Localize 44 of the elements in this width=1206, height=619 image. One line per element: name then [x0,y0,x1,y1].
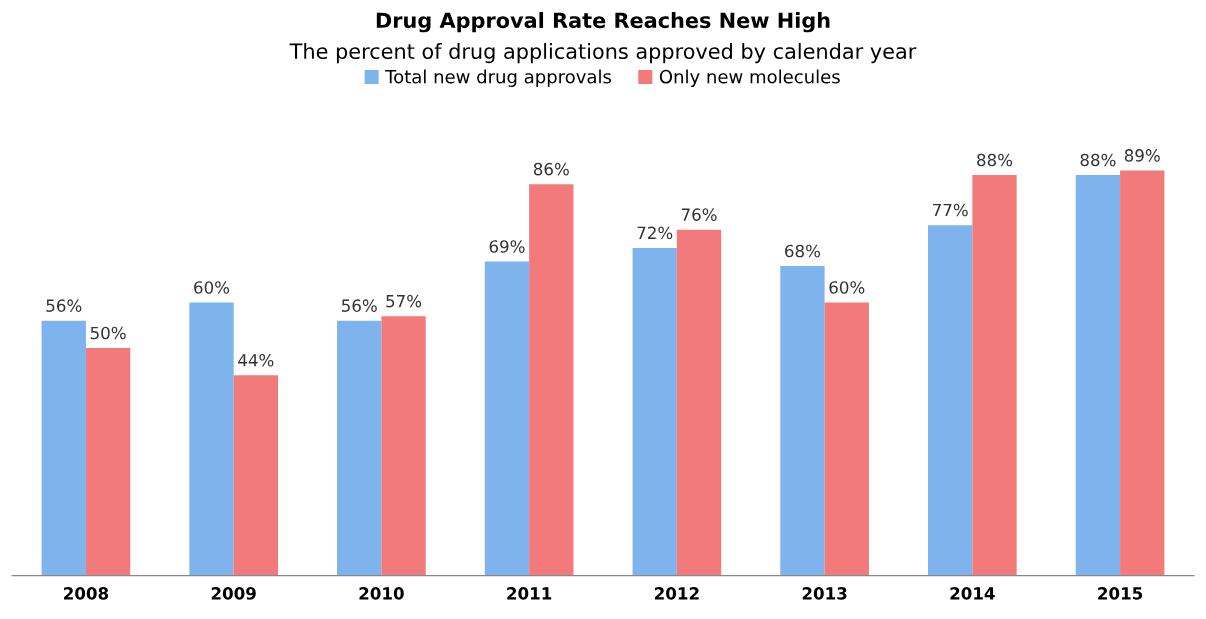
data-label: 60% [194,281,230,294]
x-tick-label: 2011 [507,587,552,600]
data-label: 76% [681,208,717,221]
x-tick-label: 2015 [1098,587,1143,600]
bar [381,316,426,576]
data-label: 88% [1080,153,1116,167]
bar [1075,175,1121,576]
bar [972,175,1017,576]
x-tick-label: 2014 [950,587,995,600]
chart-title: Drug Approval Rate Reaches New High [376,12,830,33]
data-label: 89% [1124,149,1160,162]
data-label: 57% [386,294,422,308]
bar [484,261,530,576]
data-label: 69% [489,240,525,253]
legend-label: Only new molecules [659,69,840,87]
data-label: 86% [533,162,569,176]
data-label: 77% [933,203,968,217]
bar [529,184,574,576]
data-label: 60% [829,281,865,294]
x-tick-label: 2010 [359,587,404,600]
bar [85,348,131,576]
x-tick-label: 2013 [802,587,847,600]
data-label: 50% [90,326,126,340]
bar [337,320,382,576]
bar [928,225,973,576]
bar [632,247,677,576]
data-label: 68% [785,244,821,258]
data-label: 56% [46,299,82,312]
data-label: 56% [342,299,377,312]
x-tick-label: 2008 [64,587,109,600]
data-label: 72% [637,226,673,240]
bar [676,229,722,576]
bar [41,320,86,576]
legend-label: Total new drug approvals [385,69,612,87]
chart-subtitle: The percent of drug applications approved by calendar year [289,42,917,64]
data-label: 44% [238,353,274,367]
bar [233,375,278,576]
x-tick-label: 2009 [211,587,256,600]
data-label: 88% [977,153,1013,167]
bar [824,302,869,576]
bar [780,266,825,576]
x-tick-label: 2012 [654,587,699,600]
bar [189,302,234,576]
bar [1120,170,1165,576]
